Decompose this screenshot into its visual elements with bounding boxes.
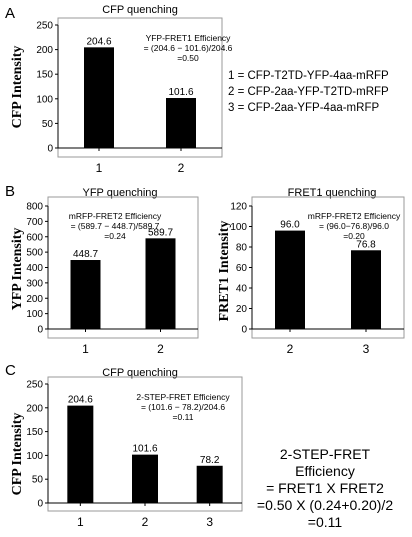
chart-b1-annotation-line-2: = (589.7 − 448.7)/589.7 <box>70 221 160 231</box>
chart-b2-value-label-2: 96.0 <box>280 220 300 231</box>
summary-line-2: = FRET1 X FRET2 <box>266 480 384 496</box>
chart-c-annotation-line-2: = (101.6 − 78.2)/204.6 <box>140 402 226 412</box>
chart-b2-xtick-label-3: 3 <box>363 342 370 356</box>
chart-b1-xtick-label-2: 2 <box>157 342 164 356</box>
chart-a-annotation: YFP-FRET1 Efficiency = (204.6 − 101.6)/2… <box>138 33 238 63</box>
chart-a-ytick-label-2: 100 <box>36 94 53 105</box>
chart-b2-xtick-label-2: 2 <box>287 342 294 356</box>
chart-b1-ytick-label-5: 500 <box>26 248 43 259</box>
chart-b2-bar-3 <box>351 250 381 329</box>
chart-a-ytick-label-0: 0 <box>47 144 53 155</box>
chart-c-ytick-label-4: 200 <box>26 403 43 414</box>
chart-c-bar-3 <box>196 465 223 503</box>
chart-b2-value-label-3: 76.8 <box>356 239 376 250</box>
chart-b1-value-label-1: 448.7 <box>73 249 98 260</box>
summary-line-1: 2-STEP-FRET Efficiency <box>279 446 371 479</box>
chart-c-ytick-label-0: 0 <box>37 499 43 510</box>
chart-b2-annotation-line-3: =0.20 <box>343 231 365 241</box>
chart-b1-annotation-line-1: mRFP-FRET2 Efficiency <box>68 211 162 221</box>
chart-b1-xtick-label-1: 1 <box>82 342 89 356</box>
summary-line-3: =0.50 X (0.24+0.20)/2 <box>256 497 394 513</box>
chart-a-bar-1 <box>84 47 114 148</box>
chart-b1-ytick-label-6: 600 <box>26 232 43 243</box>
chart-c-ytick-label-3: 150 <box>26 427 43 438</box>
chart-b1-annotation-line-3: =0.24 <box>104 231 126 241</box>
panel-letter-b: B <box>5 183 16 200</box>
chart-b1-bar-1 <box>70 260 101 329</box>
chart-b2-ytick-label-6: 120 <box>230 202 247 213</box>
chart-b2-ytick-label-5: 100 <box>230 222 247 233</box>
panel-letter-a: A <box>5 5 16 22</box>
chart-a-annotation-line-3: =0.50 <box>177 53 199 63</box>
chart-c-value-label-1: 204.6 <box>68 395 93 406</box>
chart-b1-ytick-label-0: 0 <box>37 325 43 336</box>
chart-c-ytick-label-5: 250 <box>26 380 43 391</box>
chart-b1-ytick-label-7: 700 <box>26 217 43 228</box>
chart-c-bar-2 <box>132 454 158 503</box>
chart-c-value-label-2: 101.6 <box>132 444 157 455</box>
summary-line-4: =0.11 <box>307 514 343 530</box>
chart-b1-ytick-label-4: 400 <box>26 263 43 274</box>
chart-c-xtick-label-1: 1 <box>77 515 84 529</box>
construct-legend: 1 = CFP-T2TD-YFP-4aa-mRFP 2 = CFP-2aa-YF… <box>228 68 389 116</box>
chart-a-bar-2 <box>166 98 196 148</box>
chart-c-value-label-3: 78.2 <box>200 455 220 466</box>
chart-c-ytick-label-2: 100 <box>26 451 43 462</box>
chart-b1-ytick-label-1: 100 <box>26 309 43 320</box>
two-step-fret-summary: 2-STEP-FRET Efficiency = FRET1 X FRET2 =… <box>250 446 400 531</box>
chart-a-ytick-label-1: 50 <box>42 119 54 130</box>
chart-a-ytick-label-4: 200 <box>36 45 53 56</box>
chart-b1-value-label-2: 589.7 <box>148 227 173 238</box>
chart-c-xtick-label-2: 2 <box>142 515 149 529</box>
chart-b2-title: FRET1 quenching <box>287 187 377 199</box>
legend-item-3: 3 = CFP-2aa-YFP-4aa-mRFP <box>228 102 380 114</box>
chart-b2-annotation: mRFP-FRET2 Efficiency = (96.0−76.8)/96.0… <box>304 211 404 241</box>
chart-c-annotation-line-3: =0.11 <box>172 412 194 422</box>
chart-b1-ytick-label-2: 200 <box>26 294 43 305</box>
chart-b2-ytick-label-0: 0 <box>241 325 247 336</box>
chart-b1-bar-2 <box>145 238 176 329</box>
chart-a-ytick-label-3: 150 <box>36 70 53 81</box>
chart-b2-annotation-line-1: mRFP-FRET2 Efficiency <box>307 211 401 221</box>
chart-a-annotation-line-1: YFP-FRET1 Efficiency <box>145 33 231 43</box>
chart-b1-ytick-label-3: 300 <box>26 278 43 289</box>
chart-a-xtick-label-1: 1 <box>96 161 103 175</box>
chart-a-ytick-label-5: 250 <box>36 21 53 32</box>
chart-b2-ytick-label-4: 80 <box>236 243 248 254</box>
chart-b2-ytick-label-2: 40 <box>236 284 248 295</box>
chart-c-ytick-label-1: 50 <box>32 475 44 486</box>
chart-b1-ytick-label-8: 800 <box>26 202 43 213</box>
chart-c-annotation-line-1: 2-STEP-FRET Efficiency <box>136 392 230 402</box>
panel-letter-c: C <box>5 362 16 379</box>
chart-a-annotation-line-2: = (204.6 − 101.6)/204.6 <box>143 43 233 53</box>
chart-a-title: CFP quenching <box>102 4 178 16</box>
legend-item-1: 1 = CFP-T2TD-YFP-4aa-mRFP <box>228 70 389 82</box>
legend-item-2: 2 = CFP-2aa-YFP-T2TD-mRFP <box>228 86 389 98</box>
chart-a-xtick-label-2: 2 <box>178 161 185 175</box>
chart-c-title: CFP quenching <box>102 367 178 379</box>
chart-c-bar-1 <box>67 405 94 503</box>
chart-b2-bar-2 <box>275 230 305 329</box>
chart-a-value-label-1: 204.6 <box>86 36 111 47</box>
chart-c-xtick-label-3: 3 <box>206 515 213 529</box>
chart-c-annotation: 2-STEP-FRET Efficiency = (101.6 − 78.2)/… <box>126 392 240 422</box>
chart-b2-ytick-label-3: 60 <box>236 263 248 274</box>
chart-a-value-label-2: 101.6 <box>168 87 193 98</box>
chart-b2-ytick-label-1: 20 <box>236 304 248 315</box>
chart-b1-annotation: mRFP-FRET2 Efficiency = (589.7 − 448.7)/… <box>60 211 170 241</box>
chart-b2-annotation-line-2: = (96.0−76.8)/96.0 <box>319 221 389 231</box>
chart-b1-title: YFP quenching <box>82 187 158 199</box>
